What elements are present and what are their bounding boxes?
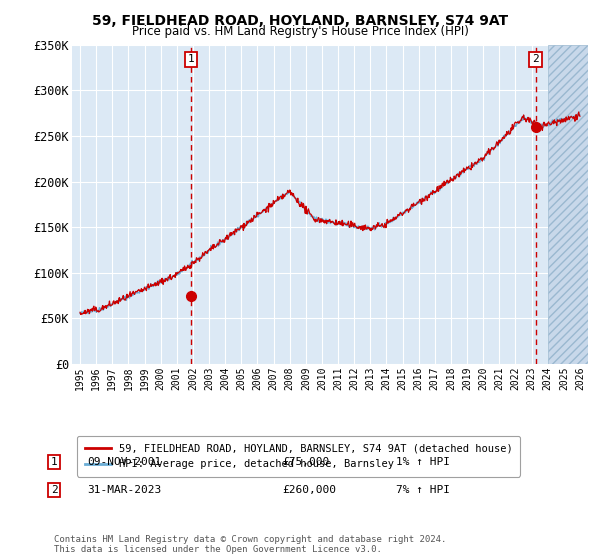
Text: 1: 1 (50, 457, 58, 467)
Text: £260,000: £260,000 (282, 485, 336, 495)
Text: 31-MAR-2023: 31-MAR-2023 (87, 485, 161, 495)
Text: 7% ↑ HPI: 7% ↑ HPI (396, 485, 450, 495)
Text: 09-NOV-2001: 09-NOV-2001 (87, 457, 161, 467)
Text: 1% ↑ HPI: 1% ↑ HPI (396, 457, 450, 467)
Text: 2: 2 (532, 54, 539, 64)
Text: 59, FIELDHEAD ROAD, HOYLAND, BARNSLEY, S74 9AT: 59, FIELDHEAD ROAD, HOYLAND, BARNSLEY, S… (92, 14, 508, 28)
Text: £75,000: £75,000 (282, 457, 329, 467)
Legend: 59, FIELDHEAD ROAD, HOYLAND, BARNSLEY, S74 9AT (detached house), HPI: Average pr: 59, FIELDHEAD ROAD, HOYLAND, BARNSLEY, S… (77, 436, 520, 477)
Bar (548, 45, 588, 364)
Text: Contains HM Land Registry data © Crown copyright and database right 2024.
This d: Contains HM Land Registry data © Crown c… (54, 535, 446, 554)
Text: 1: 1 (187, 54, 194, 64)
Text: 2: 2 (50, 485, 58, 495)
Text: Price paid vs. HM Land Registry's House Price Index (HPI): Price paid vs. HM Land Registry's House … (131, 25, 469, 38)
